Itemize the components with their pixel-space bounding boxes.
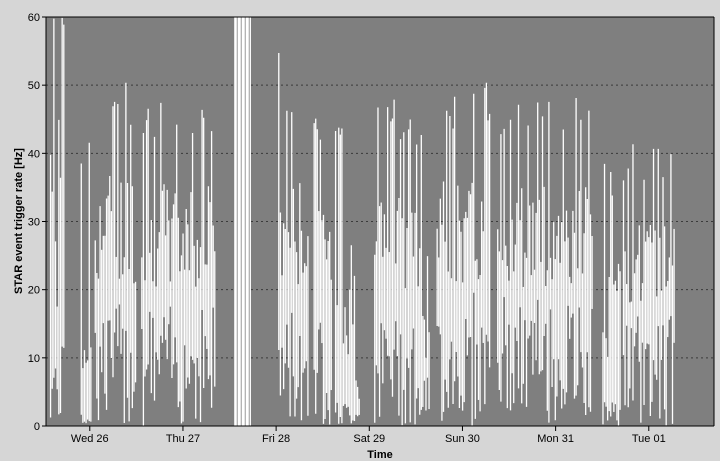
series-segment-12 — [602, 163, 621, 426]
series-segment-3 — [141, 102, 216, 426]
x-tick-label-0: Wed 26 — [71, 433, 109, 445]
series-segment-5 — [278, 52, 309, 421]
series-segment-9 — [415, 134, 430, 415]
x-tick-label-5: Mon 31 — [537, 433, 574, 445]
data-bars — [49, 17, 675, 426]
series-segment-0 — [49, 17, 65, 418]
axes: 0 10 20 30 40 50 60 Wed 26 Thu 27 Fri 28 Sat 29 Sun… — [28, 12, 715, 445]
y-tick-label-50: 50 — [28, 80, 40, 92]
x-tick-label-3: Sat 29 — [353, 433, 385, 445]
x-tick-label-6: Tue 01 — [632, 433, 666, 445]
y-tick-label-20: 20 — [28, 285, 40, 297]
series-segment-7 — [334, 127, 360, 424]
y-tick-label-30: 30 — [28, 217, 40, 229]
y-axis-title: STAR event trigger rate [Hz] — [13, 148, 25, 294]
x-tick-label-1: Thu 27 — [166, 433, 200, 445]
x-axis-title: Time — [367, 449, 392, 461]
y-tick-label-40: 40 — [28, 148, 40, 160]
series-segment-1 — [80, 142, 92, 424]
series-segment-4 — [234, 17, 251, 426]
series-segment-6 — [313, 118, 332, 425]
series-segment-13 — [622, 144, 675, 426]
x-tick-label-2: Fri 28 — [262, 433, 290, 445]
series-segment-8 — [374, 99, 416, 426]
series-segment-11 — [497, 98, 593, 423]
series-segment-2 — [94, 82, 137, 424]
y-tick-label-0: 0 — [34, 421, 40, 433]
bar-saturated — [234, 17, 251, 426]
series-segment-10 — [436, 82, 491, 426]
x-tick-label-4: Sun 30 — [445, 433, 480, 445]
y-tick-label-10: 10 — [28, 353, 40, 365]
y-tick-label-60: 60 — [28, 12, 40, 24]
